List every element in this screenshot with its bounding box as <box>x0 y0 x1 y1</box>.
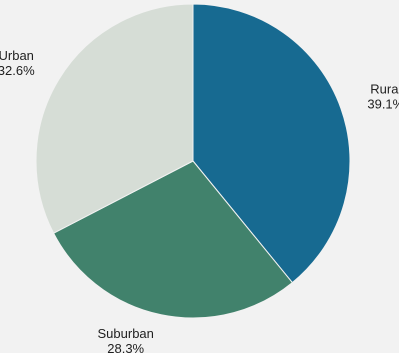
slice-percent-label: 28.3% <box>107 341 144 353</box>
pie-slice-rural <box>192 3 351 284</box>
pie-slices <box>35 3 351 319</box>
pie-slice-suburban <box>52 160 294 319</box>
slice-category-label: Suburban <box>98 326 154 341</box>
slice-category-label: Rural <box>370 82 399 97</box>
pie-slice-urban <box>35 3 194 234</box>
slice-percent-label: 39.1% <box>367 97 399 112</box>
slice-category-label: Urban <box>0 48 34 63</box>
slice-percent-label: 32.6% <box>0 63 35 78</box>
